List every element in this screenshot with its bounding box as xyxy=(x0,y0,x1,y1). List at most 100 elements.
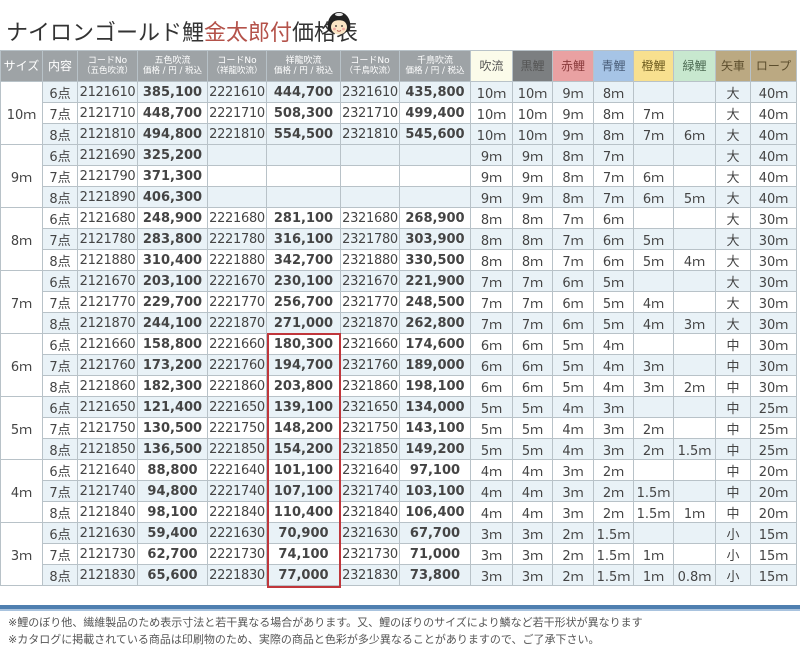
cell-fuki: 10ｍ xyxy=(470,123,513,145)
cell-code2 xyxy=(207,186,267,208)
cell-code1: 2121680 xyxy=(77,207,138,229)
cell-code3: 2321730 xyxy=(340,543,400,565)
cell-code3: 2321810 xyxy=(340,123,400,145)
cell-ao: 2ｍ xyxy=(593,501,634,523)
cell-price3 xyxy=(399,165,471,187)
cell-code1: 2121850 xyxy=(77,438,138,460)
header-content: 内容 xyxy=(42,50,78,82)
cell-daidai xyxy=(633,81,674,103)
cell-price1: 94,800 xyxy=(137,480,208,502)
table-row: 7点 2121780 283,800 2221780 316,100 2321780 303… xyxy=(1,228,797,250)
cell-price2: 281,100 xyxy=(266,207,341,229)
cell-kuro: 9ｍ xyxy=(512,165,553,187)
cell-code1: 2121740 xyxy=(77,480,138,502)
cell-code2: 2221650 xyxy=(207,396,267,418)
cell-midori: 0.8ｍ xyxy=(673,564,716,586)
cell-code2 xyxy=(207,144,267,166)
cell-daidai: 7ｍ xyxy=(633,123,674,145)
cell-code1: 2121670 xyxy=(77,270,138,292)
divider-light xyxy=(0,609,800,611)
table-row: 7点 2121710 448,700 2221710 508,300 2321710 499… xyxy=(1,102,797,124)
cell-rope: 30ｍ xyxy=(750,270,797,292)
cell-price1: 248,900 xyxy=(137,207,208,229)
cell-kuro: 5ｍ xyxy=(512,417,553,439)
cell-price2: 554,500 xyxy=(266,123,341,145)
cell-aka: 2ｍ xyxy=(552,564,594,586)
cell-size: 8ｍ xyxy=(0,207,43,271)
header-kuro: 黒鯉 xyxy=(512,50,553,82)
cell-price1: 310,400 xyxy=(137,249,208,271)
cell-code2: 2221880 xyxy=(207,249,267,271)
cell-price3: 221,900 xyxy=(399,270,471,292)
cell-content: 6点 xyxy=(42,522,78,544)
cell-aka: 3ｍ xyxy=(552,459,594,481)
cell-code2: 2221630 xyxy=(207,522,267,544)
cell-price3: 103,100 xyxy=(399,480,471,502)
table-row: 10ｍ 6点 2121610 385,100 2221610 444,700 2321610… xyxy=(0,81,797,145)
cell-ao: 5ｍ xyxy=(593,312,634,334)
table-row: 7ｍ 6点 2121670 203,100 2221670 230,100 2321670 2… xyxy=(0,270,797,334)
header-rope: ロープ xyxy=(750,50,797,82)
cell-content: 8点 xyxy=(42,123,78,145)
cell-price3: 174,600 xyxy=(399,333,471,355)
cell-price2: 74,100 xyxy=(266,543,341,565)
cell-midori xyxy=(673,165,716,187)
cell-price2: 180,300 xyxy=(266,333,341,355)
cell-rope: 20ｍ xyxy=(750,501,797,523)
cell-content: 8点 xyxy=(42,438,78,460)
cell-price1: 121,400 xyxy=(137,396,208,418)
cell-price2: 154,200 xyxy=(266,438,341,460)
cell-fuki: 7ｍ xyxy=(470,270,513,292)
cell-code2: 2221680 xyxy=(207,207,267,229)
cell-aka: 4ｍ xyxy=(552,438,594,460)
cell-daidai xyxy=(633,270,674,292)
cell-fuki: 5ｍ xyxy=(470,438,513,460)
cell-yaguruma: 大 xyxy=(715,165,751,187)
cell-content: 6点 xyxy=(42,270,78,292)
cell-content: 6点 xyxy=(42,81,78,103)
cell-midori xyxy=(673,81,716,103)
cell-aka: 6ｍ xyxy=(552,291,594,313)
page-title: ナイロンゴールド鯉金太郎付価格表 xyxy=(6,15,358,47)
cell-price3: 97,100 xyxy=(399,459,471,481)
cell-yaguruma: 中 xyxy=(715,480,751,502)
cell-price2: 101,100 xyxy=(266,459,341,481)
cell-price3: 149,200 xyxy=(399,438,471,460)
cell-code2: 2221870 xyxy=(207,312,267,334)
cell-fuki: 7ｍ xyxy=(470,291,513,313)
cell-daidai: 1.5ｍ xyxy=(633,501,674,523)
cell-price1: 203,100 xyxy=(137,270,208,292)
cell-aka: 3ｍ xyxy=(552,480,594,502)
cell-rope: 30ｍ xyxy=(750,354,797,376)
cell-price3: 248,500 xyxy=(399,291,471,313)
cell-fuki: 4ｍ xyxy=(470,459,513,481)
cell-code3: 2321860 xyxy=(340,375,400,397)
cell-fuki: 10ｍ xyxy=(470,102,513,124)
table-row: 8点 2121840 98,100 2221840 110,400 2321840 106,… xyxy=(1,501,797,523)
cell-rope: 30ｍ xyxy=(750,228,797,250)
cell-rope: 15ｍ xyxy=(750,522,797,544)
cell-code2: 2221850 xyxy=(207,438,267,460)
cell-price1: 158,800 xyxy=(137,333,208,355)
cell-code1: 2121890 xyxy=(77,186,138,208)
cell-code1: 2121650 xyxy=(77,396,138,418)
cell-daidai: 6ｍ xyxy=(633,186,674,208)
cell-midori xyxy=(673,291,716,313)
cell-price2: 230,100 xyxy=(266,270,341,292)
cell-price1: 182,300 xyxy=(137,375,208,397)
cell-yaguruma: 大 xyxy=(715,228,751,250)
cell-yaguruma: 大 xyxy=(715,123,751,145)
cell-aka: 2ｍ xyxy=(552,543,594,565)
cell-kuro: 7ｍ xyxy=(512,312,553,334)
cell-kuro: 7ｍ xyxy=(512,270,553,292)
cell-yaguruma: 中 xyxy=(715,459,751,481)
cell-code1: 2121690 xyxy=(77,144,138,166)
cell-aka: 6ｍ xyxy=(552,270,594,292)
cell-daidai: 2ｍ xyxy=(633,417,674,439)
cell-code3: 2321850 xyxy=(340,438,400,460)
cell-midori xyxy=(673,480,716,502)
cell-code1: 2121860 xyxy=(77,375,138,397)
table-row: 8点 2121810 494,800 2221810 554,500 2321810 545… xyxy=(1,123,797,145)
cell-yaguruma: 小 xyxy=(715,543,751,565)
divider xyxy=(0,605,800,609)
